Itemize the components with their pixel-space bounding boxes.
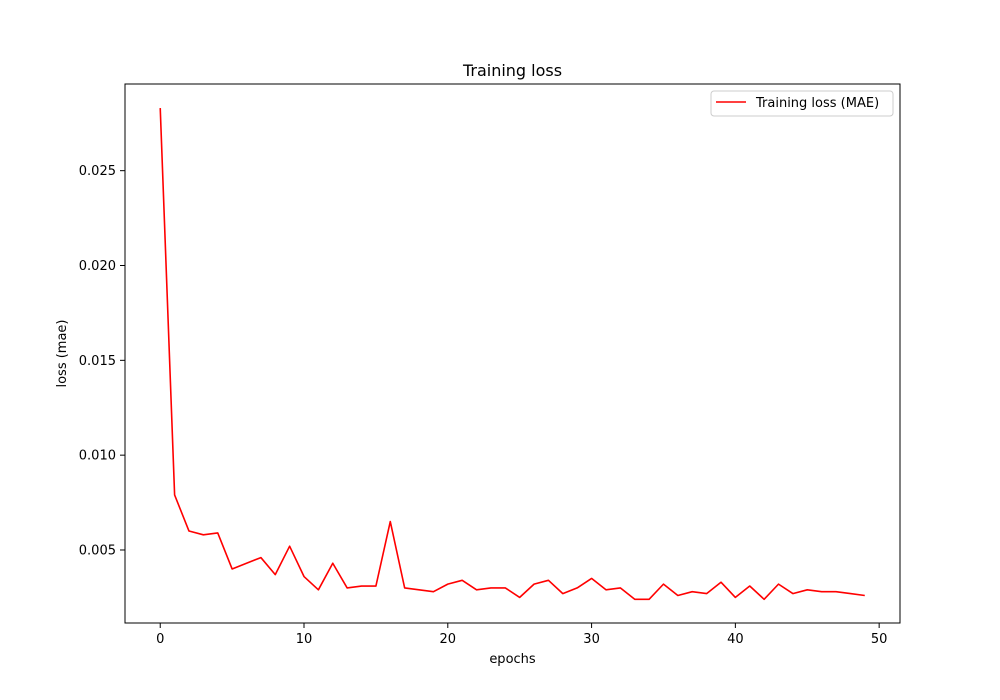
y-tick-label: 0.020 [79,259,116,274]
chart-title: Training loss [462,61,562,80]
legend-box [710,90,894,117]
y-tick-label: 0.025 [79,164,116,179]
y-tick-label: 0.015 [79,354,116,369]
y-tick-label: 0.010 [79,449,116,464]
legend: Training loss (MAE) [710,90,894,117]
x-axis-label: epochs [489,652,536,667]
y-tick-label: 0.005 [79,543,116,558]
x-tick-label: 50 [871,632,888,647]
x-tick-label: 40 [727,632,744,647]
x-tick-label: 0 [156,632,164,647]
legend-label: Training loss (MAE) [755,96,879,111]
training-loss-line [159,108,865,601]
y-axis-label: loss (mae) [55,319,70,387]
x-tick-label: 10 [296,632,313,647]
x-tick-label: 20 [440,632,457,647]
plot-area [125,84,900,623]
y-axis-ticks: 0.005 0.010 0.015 0.020 0.025 [79,164,125,558]
x-axis-ticks: 0 10 20 30 40 50 [156,623,887,647]
plot-frame [124,83,901,624]
x-tick-label: 30 [583,632,600,647]
